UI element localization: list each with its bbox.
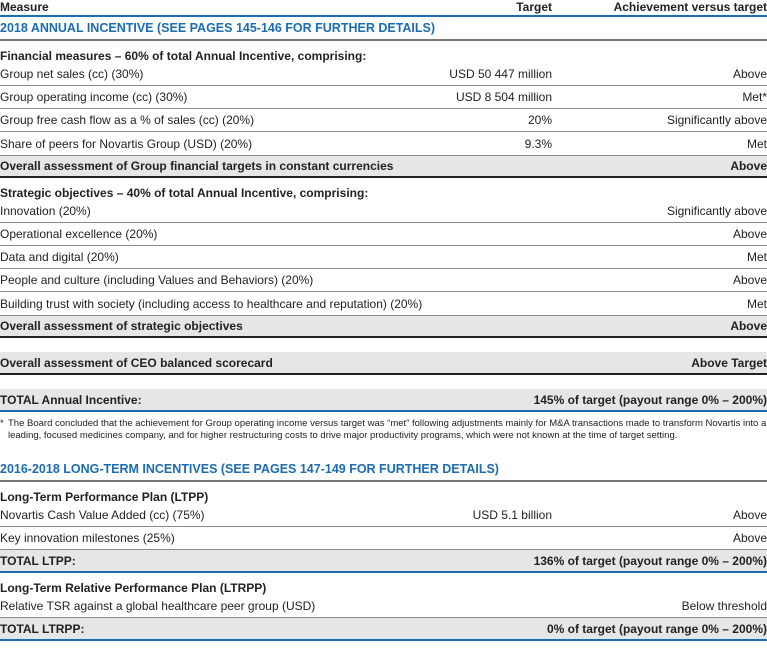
measure: People and culture (including Values and… — [0, 273, 314, 287]
measure: Novartis Cash Value Added (cc) (75%) — [0, 508, 205, 522]
measure: Share of peers for Novartis Group (USD) … — [0, 136, 253, 151]
strategic-overall-row: Overall assessment of strategic objectiv… — [0, 315, 767, 338]
achievement: Above — [730, 319, 767, 333]
footnote: * The Board concluded that the achievemen… — [0, 412, 767, 458]
table-row: Building trust with society (including a… — [0, 292, 767, 315]
table-row: Share of peers for Novartis Group (USD) … — [0, 132, 767, 155]
table-row: Group net sales (cc) (30%) USD 50 447 mil… — [0, 63, 767, 86]
achievement: Met — [746, 136, 767, 151]
measure: Innovation (20%) — [0, 204, 91, 218]
section-title-longterm: 2016-2018 LONG-TERM INCENTIVES (SEE PAGE… — [0, 458, 767, 482]
achievement: Above — [732, 508, 767, 522]
achievement: 145% of target (payout range 0% – 200%) — [533, 392, 767, 407]
target: USD 50 447 million — [449, 67, 552, 81]
measure: Overall assessment of strategic objectiv… — [0, 319, 243, 333]
table-row: Innovation (20%) Significantly above — [0, 200, 767, 223]
achievement: Significantly above — [666, 113, 767, 127]
ltrpp-total-row: TOTAL LTRPP: 0% of target (payout range 0… — [0, 618, 767, 641]
annual-total-row: TOTAL Annual Incentive: 145% of target (p… — [0, 389, 767, 412]
column-headers: Measure Target Achievement versus target — [0, 0, 767, 17]
achievement: Below threshold — [681, 599, 767, 613]
table-row: Key innovation milestones (25%) Above — [0, 527, 767, 550]
measure: Group operating income (cc) (30%) — [0, 90, 188, 104]
measure: TOTAL Annual Incentive: — [0, 392, 142, 407]
measure: Overall assessment of Group financial ta… — [0, 159, 394, 173]
measure: Building trust with society (including a… — [0, 296, 423, 311]
target: USD 5.1 billion — [472, 508, 552, 522]
achievement: Above — [732, 531, 767, 545]
achievement: Above — [732, 227, 767, 241]
footnote-text: The Board concluded that the achievement… — [8, 418, 767, 441]
measure: TOTAL LTRPP: — [0, 621, 85, 636]
achievement: 136% of target (payout range 0% – 200%) — [533, 553, 767, 568]
table-row: Group free cash flow as a % of sales (cc… — [0, 109, 767, 132]
ltpp-heading: Long-Term Performance Plan (LTPP) — [0, 490, 209, 504]
measure: Key innovation milestones (25%) — [0, 531, 175, 545]
achievement: Above — [730, 159, 767, 173]
achievement: Met* — [742, 90, 767, 104]
table-row: Group operating income (cc) (30%) USD 8 5… — [0, 86, 767, 109]
achievement: Above — [732, 67, 767, 81]
target: USD 8 504 million — [455, 90, 552, 104]
measure: Group net sales (cc) (30%) — [0, 67, 144, 81]
measure: Overall assessment of CEO balanced score… — [0, 355, 273, 370]
measure: Relative TSR against a global healthcare… — [0, 599, 316, 613]
achievement: 0% of target (payout range 0% – 200%) — [546, 621, 767, 636]
target: 9.3% — [524, 136, 552, 151]
header-achievement: Achievement versus target — [613, 0, 767, 14]
table-row: Data and digital (20%) Met — [0, 246, 767, 269]
measure: Data and digital (20%) — [0, 250, 119, 264]
achievement: Met — [746, 250, 767, 264]
measure: TOTAL LTPP: — [0, 553, 76, 568]
achievement: Above Target — [691, 355, 767, 370]
achievement: Significantly above — [666, 204, 767, 218]
table-row: Relative TSR against a global healthcare… — [0, 595, 767, 618]
header-target: Target — [516, 0, 552, 14]
achievement: Above — [732, 273, 767, 287]
achievement: Met — [746, 296, 767, 311]
table-row: Operational excellence (20%) Above — [0, 223, 767, 246]
target: 20% — [527, 113, 552, 127]
strategic-heading: Strategic objectives – 40% of total Annu… — [0, 186, 369, 200]
footnote-mark: * — [0, 418, 4, 429]
header-measure: Measure — [0, 0, 49, 14]
ceo-overall-row: Overall assessment of CEO balanced score… — [0, 352, 767, 375]
table-row: Novartis Cash Value Added (cc) (75%) USD … — [0, 504, 767, 527]
measure: Group free cash flow as a % of sales (cc… — [0, 113, 255, 127]
financial-overall-row: Overall assessment of Group financial ta… — [0, 155, 767, 178]
ltpp-total-row: TOTAL LTPP: 136% of target (payout range … — [0, 550, 767, 573]
section-title-annual: 2018 ANNUAL INCENTIVE (SEE PAGES 145-146… — [0, 17, 767, 41]
measure: Operational excellence (20%) — [0, 227, 158, 241]
table-row: People and culture (including Values and… — [0, 269, 767, 292]
ltrpp-heading: Long-Term Relative Performance Plan (LTR… — [0, 581, 267, 595]
financial-heading: Financial measures – 60% of total Annual… — [0, 49, 367, 63]
